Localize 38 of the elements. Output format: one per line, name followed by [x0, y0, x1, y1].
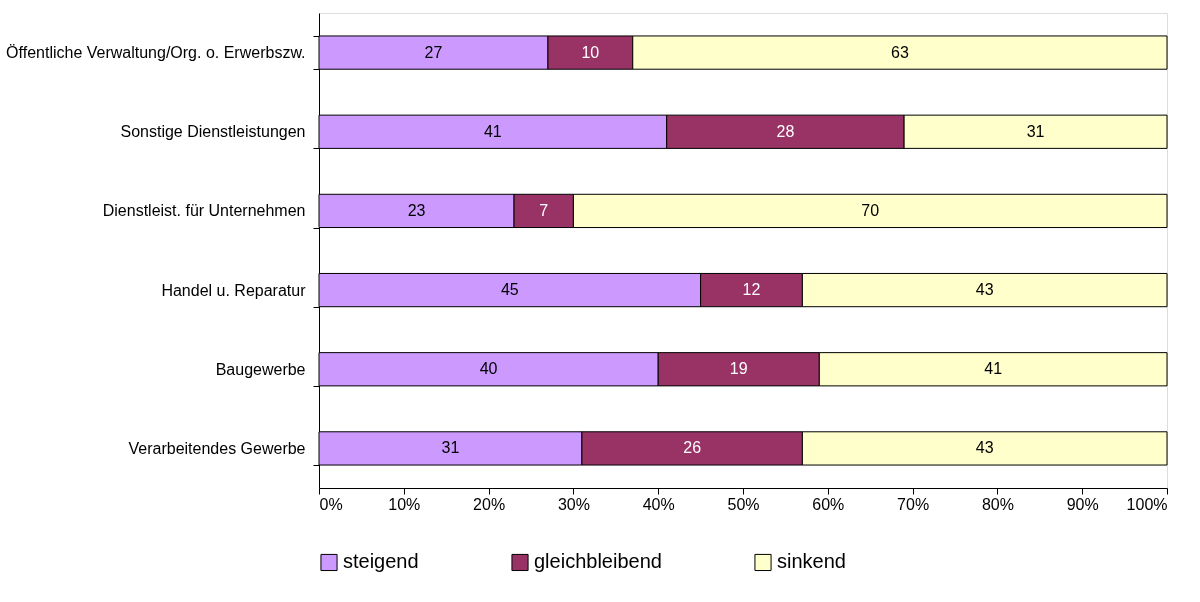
x-tick-label: 50%	[727, 495, 760, 513]
data-label: 43	[975, 281, 994, 299]
data-label: 26	[683, 439, 702, 457]
y-tick-label: Verarbeitendes Gewerbe	[128, 439, 306, 457]
legend-label: steigend	[343, 550, 419, 573]
data-label: 28	[776, 122, 795, 140]
data-label: 12	[742, 281, 761, 299]
x-tick-label: 80%	[981, 495, 1014, 513]
data-label: 41	[984, 360, 1003, 378]
data-label: 70	[861, 201, 880, 219]
y-tick-label: Handel u. Reparatur	[161, 281, 307, 299]
data-label: 43	[975, 439, 994, 457]
data-label: 31	[1026, 122, 1045, 140]
y-tick-label: Dienstleist. für Unternehmen	[102, 202, 306, 220]
x-tick-label: 70%	[897, 495, 930, 513]
x-tick-label: 60%	[812, 495, 845, 513]
x-tick-label: 100%	[1126, 495, 1168, 513]
y-tick-label: Öffentliche Verwaltung/Org. o. Erwerbszw.	[6, 44, 306, 62]
data-label: 45	[500, 281, 519, 299]
data-label: 19	[729, 360, 748, 378]
y-tick-label: Baugewerbe	[215, 360, 306, 378]
x-tick-label: 40%	[642, 495, 675, 513]
legend-label: sinkend	[777, 550, 846, 573]
legend-label: gleichbleibend	[534, 550, 662, 573]
data-label: 31	[441, 439, 460, 457]
x-tick-label: 90%	[1066, 495, 1099, 513]
data-label: 10	[581, 43, 600, 61]
data-label: 23	[407, 201, 426, 219]
data-label: 7	[539, 201, 549, 219]
data-label: 40	[479, 360, 498, 378]
x-tick-label: 10%	[388, 495, 421, 513]
data-label: 27	[424, 43, 443, 61]
x-tick-label: 0%	[319, 495, 343, 513]
y-tick-label: Sonstige Dienstleistungen	[120, 123, 306, 141]
data-label: 63	[890, 43, 909, 61]
x-tick-label: 20%	[473, 495, 506, 513]
x-tick-label: 30%	[557, 495, 590, 513]
data-label: 41	[483, 122, 502, 140]
